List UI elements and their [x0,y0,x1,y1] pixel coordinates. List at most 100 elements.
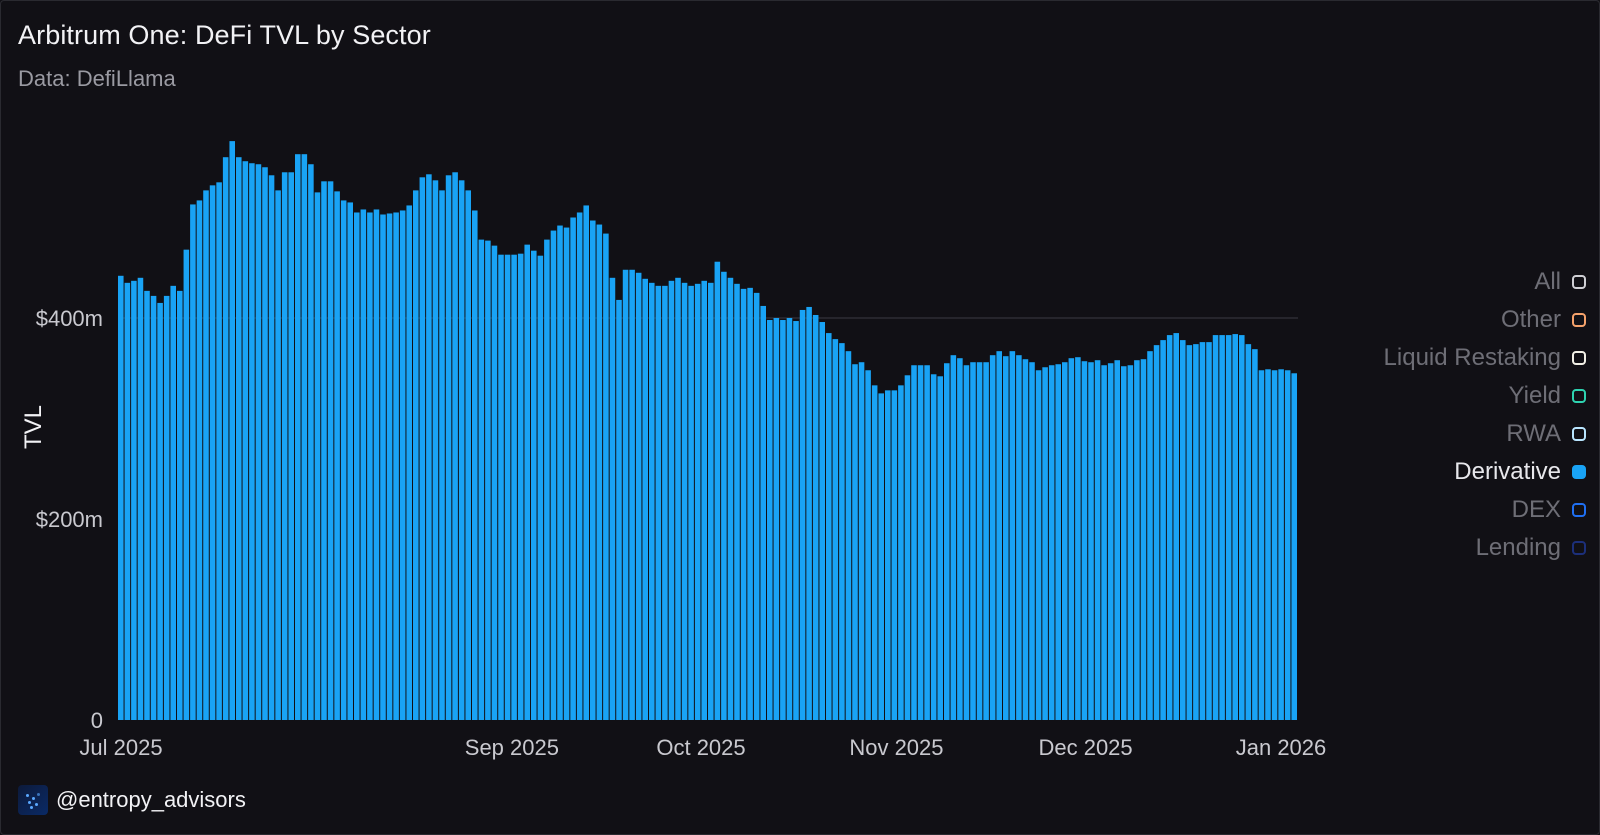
legend-label: Liquid Restaking [1383,344,1561,371]
bar [957,358,963,720]
bar [1062,362,1068,720]
legend-item-all[interactable]: All [1534,263,1586,301]
bar [498,254,504,720]
legend-item-lending[interactable]: Lending [1476,529,1586,567]
bar [190,204,196,720]
bar [393,212,399,721]
bar [1042,367,1048,720]
bar [386,213,393,721]
legend-item-other[interactable]: Other [1501,301,1586,339]
bar [491,245,498,720]
y-tick-label: $400m [36,306,103,331]
bar [675,277,681,720]
legend-swatch-icon [1572,541,1586,555]
legend-swatch-icon [1572,389,1586,403]
bar [373,209,380,720]
bar [236,157,242,720]
bar [406,205,412,720]
bar [806,306,812,720]
bar [950,355,957,720]
bar [327,181,334,720]
bar [1081,361,1088,720]
entropy-logo-icon [18,785,48,815]
bar [163,295,170,720]
bar [426,174,432,721]
bar [183,249,190,720]
legend-label: Yield [1508,382,1561,409]
bar [1055,364,1061,720]
bar [885,390,891,720]
bar [1035,370,1042,720]
x-tick-label: Jul 2025 [79,735,162,760]
bar [1003,356,1009,720]
bar [249,163,255,721]
bar [1186,345,1193,720]
bar [976,362,983,720]
bar [1016,355,1022,720]
legend-item-liquid-restaking[interactable]: Liquid Restaking [1384,339,1586,377]
bar [177,290,183,720]
bar [865,370,871,720]
bar [681,282,688,720]
bar [432,180,439,720]
bar [898,385,904,720]
bar [445,175,452,721]
bar [452,172,458,720]
bar [1153,345,1160,720]
bar [354,212,360,721]
bar [1180,340,1186,720]
bar [1140,359,1147,720]
chart-legend: All Other Liquid Restaking Yield RWA Derivati… [1384,263,1586,567]
bar [268,175,275,721]
bar [832,339,839,720]
bar [930,374,937,720]
x-tick-label: Dec 2025 [1038,735,1132,760]
bar [439,190,445,720]
bar [970,362,976,720]
bar [531,250,537,721]
bar [937,376,943,720]
bar [1114,360,1120,720]
y-axis-title: TVL [20,405,47,449]
bar [576,212,583,721]
bar [642,278,648,720]
bar [1134,360,1140,720]
bar [281,172,288,720]
bar [668,280,675,720]
bar [688,285,694,720]
bar [399,210,406,720]
bar [871,385,878,720]
x-tick-label: Jan 2026 [1236,735,1327,760]
bar [1022,359,1029,720]
legend-label: All [1534,268,1561,295]
bar [1265,369,1271,720]
bar [472,210,478,720]
legend-item-derivative[interactable]: Derivative [1454,453,1586,491]
bar [1239,335,1245,720]
legend-item-rwa[interactable]: RWA [1506,415,1586,453]
bar [1258,370,1265,720]
bar [655,285,662,720]
y-tick-label: 0 [91,708,103,733]
bar [295,154,301,720]
bar [262,167,268,720]
bar [216,182,222,720]
legend-swatch-icon [1572,427,1586,441]
bar [616,299,622,720]
bar [1193,344,1199,720]
bar [786,318,793,720]
bar [701,280,707,720]
bar [799,309,806,720]
legend-item-dex[interactable]: DEX [1512,491,1586,529]
bar [170,285,176,720]
bar [1094,360,1101,720]
bar [629,269,635,720]
bar [1252,349,1258,720]
bar [222,157,229,720]
bar [118,275,124,720]
legend-item-yield[interactable]: Yield [1509,377,1586,415]
bar [1088,362,1094,720]
bar [708,282,714,720]
bar [714,261,721,720]
